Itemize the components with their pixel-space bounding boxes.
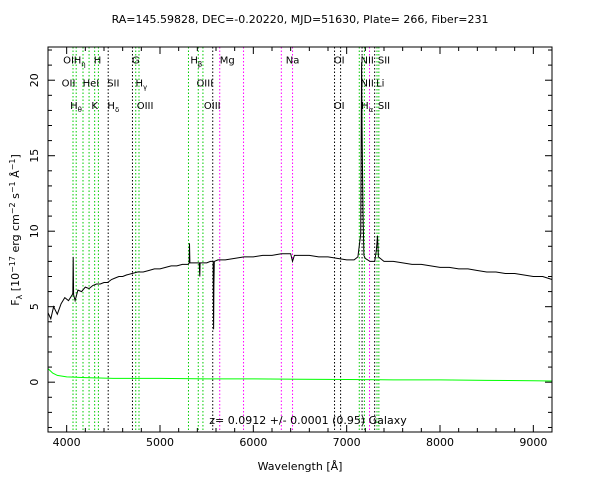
line-label-18: OI [334, 101, 345, 112]
y-tick-label-0: 0 [28, 379, 41, 386]
y-tick-label-4: 20 [28, 73, 41, 87]
line-label-5: SII [107, 78, 119, 89]
line-label-21: NII [361, 78, 374, 89]
line-label-3: OII [62, 78, 76, 89]
line-label-6: Hθ [70, 101, 82, 114]
y-axis-label: Fλ [10−17 erg cm−2 s−1 Å−1] [8, 154, 24, 306]
line-label-4: HeI [83, 78, 100, 89]
line-label-1: Hη [74, 56, 86, 69]
x-tick-label-0: 4000 [53, 436, 81, 449]
y-tick-label-3: 15 [28, 149, 41, 163]
vertical-lines [72, 47, 380, 432]
x-tick-label-5: 9000 [519, 436, 547, 449]
line-label-14: OIII [204, 101, 221, 112]
line-label-23: Hα [361, 101, 374, 114]
x-tick-label-1: 5000 [146, 436, 174, 449]
line-label-17: OI [334, 56, 345, 67]
line-label-13: OIII [196, 78, 213, 89]
flux-series-line [47, 62, 553, 330]
line-label-9: G [132, 56, 140, 67]
redshift-annotation: z= 0.0912 +/- 0.0001 (0.95) Galaxy [209, 414, 407, 427]
axes: 4000 5000 6000 7000 8000 9000 0 5 10 15 20 [28, 46, 553, 449]
line-label-12: Hβ [190, 56, 202, 69]
y-tick-label-2: 10 [28, 224, 41, 238]
line-label-8: Hδ [107, 101, 119, 114]
x-tick-label-3: 7000 [333, 436, 361, 449]
chart-title: RA=145.59828, DEC=-0.20220, MJD=51630, P… [112, 13, 489, 26]
spectrum-series [47, 62, 553, 382]
x-tick-label-4: 8000 [426, 436, 454, 449]
line-label-2: H [94, 56, 102, 67]
line-label-19: NII [361, 56, 374, 67]
line-label-24: SII [378, 101, 390, 112]
y-tick-label-1: 5 [28, 303, 41, 310]
line-label-15: Mg [220, 56, 235, 67]
line-label-20: SII [378, 56, 390, 67]
x-tick-label-2: 6000 [239, 436, 267, 449]
line-label-7: K [91, 101, 98, 112]
line-label-10: Hγ [135, 78, 147, 91]
line-label-16: Na [286, 56, 300, 67]
line-label-0: OI [63, 56, 74, 67]
error-series-line [47, 368, 553, 382]
line-label-11: OIII [137, 101, 154, 112]
line-label-22: Li [376, 78, 384, 89]
x-axis-label: Wavelength [Å] [258, 460, 343, 473]
plot-frame [47, 46, 553, 433]
